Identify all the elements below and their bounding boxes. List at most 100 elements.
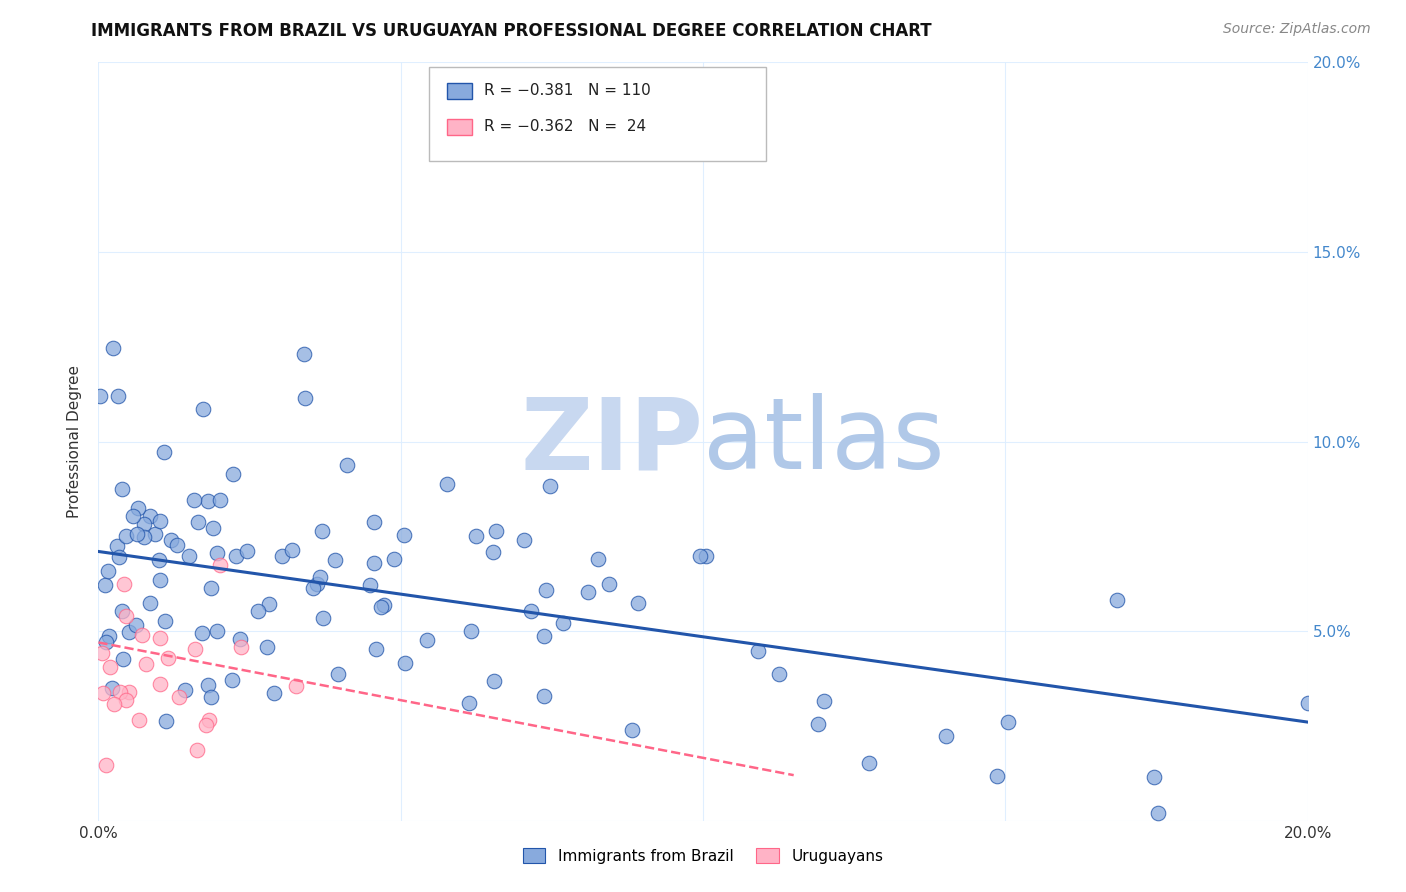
Point — [155, 614, 177, 628]
Point — [107, 389, 129, 403]
Point — [107, 550, 129, 565]
Point — [200, 690, 222, 704]
Point — [177, 549, 200, 563]
Point — [183, 642, 205, 657]
Point — [148, 552, 170, 566]
Point — [208, 493, 231, 508]
Point — [89, 389, 111, 403]
Point — [229, 640, 252, 654]
Point — [465, 529, 488, 543]
Point — [101, 681, 124, 695]
Point — [91, 686, 114, 700]
Point — [118, 685, 141, 699]
Point — [533, 629, 555, 643]
Point — [114, 608, 136, 623]
Point — [112, 576, 135, 591]
Point — [166, 538, 188, 552]
Point — [363, 556, 385, 570]
Point — [125, 526, 148, 541]
Point — [111, 652, 134, 666]
Point — [159, 533, 181, 547]
Point — [167, 690, 190, 705]
Point — [98, 660, 121, 674]
Point — [97, 565, 120, 579]
Point — [143, 527, 166, 541]
Point — [138, 596, 160, 610]
Point — [134, 530, 156, 544]
Point — [149, 631, 172, 645]
Point — [111, 482, 134, 496]
Point — [229, 632, 252, 646]
Point — [115, 692, 138, 706]
Point — [986, 769, 1008, 783]
Point — [370, 600, 392, 615]
Point — [93, 578, 115, 592]
Point — [436, 476, 458, 491]
Point — [149, 514, 172, 528]
Point — [485, 524, 508, 539]
Point — [534, 583, 557, 598]
Point — [533, 689, 555, 703]
Point — [576, 584, 599, 599]
Legend: Immigrants from Brazil, Uruguayans: Immigrants from Brazil, Uruguayans — [516, 842, 890, 870]
Point — [520, 604, 543, 618]
Text: R = −0.381   N = 110: R = −0.381 N = 110 — [484, 84, 651, 98]
Point — [538, 479, 561, 493]
Point — [935, 730, 957, 744]
Point — [207, 546, 229, 560]
Point — [186, 743, 208, 757]
Point — [1107, 593, 1129, 607]
Point — [416, 632, 439, 647]
Point — [263, 686, 285, 700]
Point — [131, 628, 153, 642]
Point — [128, 713, 150, 727]
Point — [997, 714, 1019, 729]
Point — [305, 577, 328, 591]
Point — [312, 611, 335, 625]
Point — [302, 581, 325, 595]
Point — [586, 552, 609, 566]
Point — [858, 756, 880, 770]
Point — [96, 635, 118, 649]
Point — [813, 694, 835, 708]
Point — [366, 642, 388, 657]
Point — [359, 578, 381, 592]
Point — [1296, 696, 1319, 710]
Point — [105, 539, 128, 553]
Point — [394, 528, 416, 542]
Point — [311, 524, 333, 538]
Point — [323, 553, 346, 567]
Point — [149, 677, 172, 691]
Point — [256, 640, 278, 654]
Point — [127, 501, 149, 516]
Point — [326, 666, 349, 681]
Point — [197, 494, 219, 508]
Point — [207, 624, 229, 639]
Point — [115, 529, 138, 543]
Point — [689, 549, 711, 563]
Point — [153, 444, 176, 458]
Point — [187, 515, 209, 529]
Point — [197, 714, 219, 728]
Text: ZIP: ZIP — [520, 393, 703, 490]
Point — [98, 629, 121, 643]
Text: R = −0.362   N =  24: R = −0.362 N = 24 — [484, 120, 645, 134]
Point — [807, 716, 830, 731]
Point — [620, 723, 643, 737]
Point — [627, 596, 650, 610]
Point — [747, 644, 769, 658]
Point — [553, 616, 575, 631]
Point — [458, 696, 481, 710]
Point — [122, 509, 145, 524]
Point — [132, 517, 155, 532]
Point — [183, 492, 205, 507]
Point — [191, 626, 214, 640]
Point — [294, 391, 316, 405]
Point — [174, 683, 197, 698]
Point — [103, 697, 125, 711]
Point — [292, 346, 315, 360]
Point — [91, 646, 114, 660]
Point — [259, 597, 281, 611]
Point — [1143, 770, 1166, 784]
Point — [1146, 806, 1168, 821]
